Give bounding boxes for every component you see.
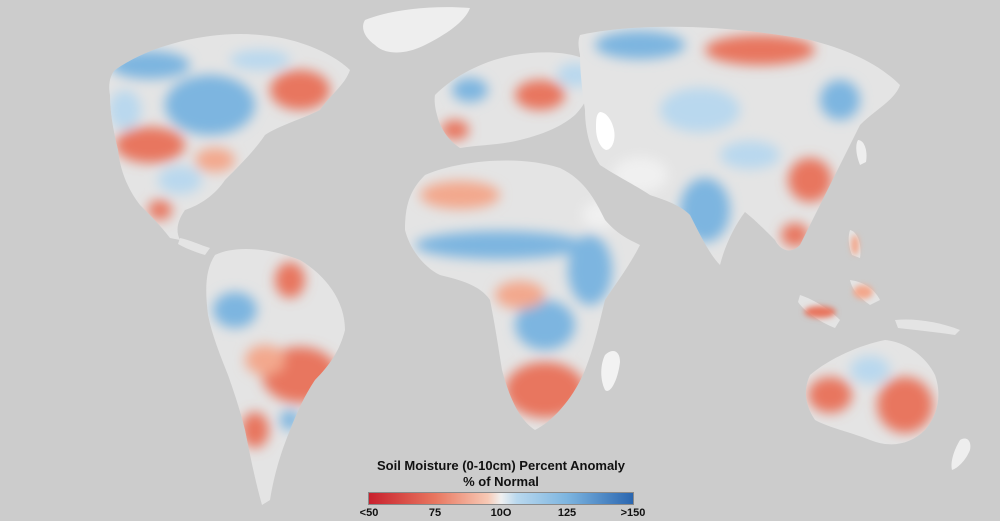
landmass-africa (405, 160, 640, 430)
caspian-sea (596, 112, 615, 150)
legend-color-bar (368, 492, 634, 505)
legend-ticks: <50 75 10O 125 >150 (360, 507, 646, 521)
landmass-north-america (109, 34, 350, 240)
landmass-australia (805, 340, 939, 445)
sea-islands-anomaly-overlay (804, 235, 873, 318)
legend-tick: 10O (490, 507, 512, 519)
legend-title: Soil Moisture (0-10cm) Percent Anomaly (376, 458, 626, 473)
landmass-greenland (363, 7, 470, 53)
legend-tick: <50 (359, 507, 379, 519)
legend-tick: 75 (428, 507, 442, 519)
landmass-south-america (206, 248, 345, 505)
legend-subtitle: % of Normal (463, 474, 539, 489)
landmass-madagascar (601, 350, 620, 391)
landmass-new-zealand (951, 438, 971, 470)
landmass-asia (578, 26, 900, 265)
landmass-japan (856, 140, 867, 165)
legend: Soil Moisture (0-10cm) Percent Anomaly %… (360, 458, 646, 521)
legend-tick: >150 (620, 507, 646, 519)
legend-tick: 125 (557, 507, 577, 519)
landmass-central-america (178, 238, 210, 255)
